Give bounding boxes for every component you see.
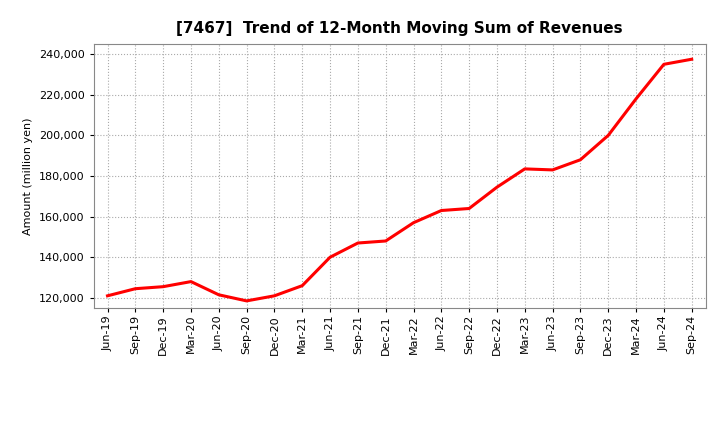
Title: [7467]  Trend of 12-Month Moving Sum of Revenues: [7467] Trend of 12-Month Moving Sum of R…: [176, 21, 623, 36]
Y-axis label: Amount (million yen): Amount (million yen): [23, 117, 33, 235]
